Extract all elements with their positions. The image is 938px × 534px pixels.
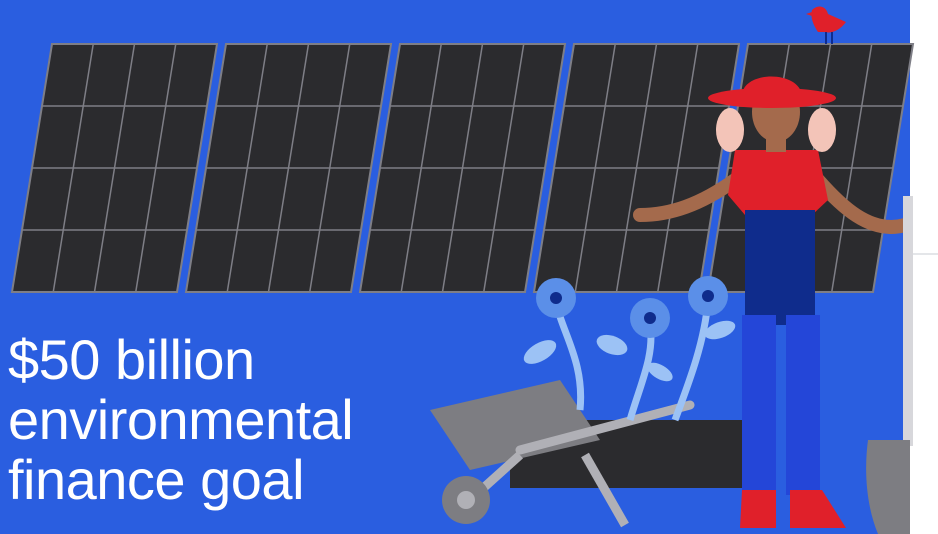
gardener-figure bbox=[633, 76, 912, 528]
solar-panel bbox=[532, 43, 741, 293]
headline-line-3: finance goal bbox=[8, 448, 305, 511]
headline: $50 billion environmental finance goal bbox=[8, 328, 354, 511]
bird-icon bbox=[806, 6, 846, 44]
flower-icon bbox=[536, 278, 576, 318]
flower-icon bbox=[630, 298, 670, 338]
solar-panel bbox=[184, 43, 393, 293]
headline-line-1: $50 billion bbox=[8, 328, 255, 391]
solar-panel bbox=[358, 43, 567, 293]
flowers bbox=[523, 276, 736, 422]
flower-icon bbox=[688, 276, 728, 316]
shovel-icon bbox=[866, 196, 913, 534]
headline-line-2: environmental bbox=[8, 388, 354, 451]
solar-panel bbox=[10, 43, 219, 293]
wheelbarrow bbox=[430, 380, 770, 528]
right-panel bbox=[910, 0, 938, 534]
hat-icon bbox=[708, 76, 836, 108]
